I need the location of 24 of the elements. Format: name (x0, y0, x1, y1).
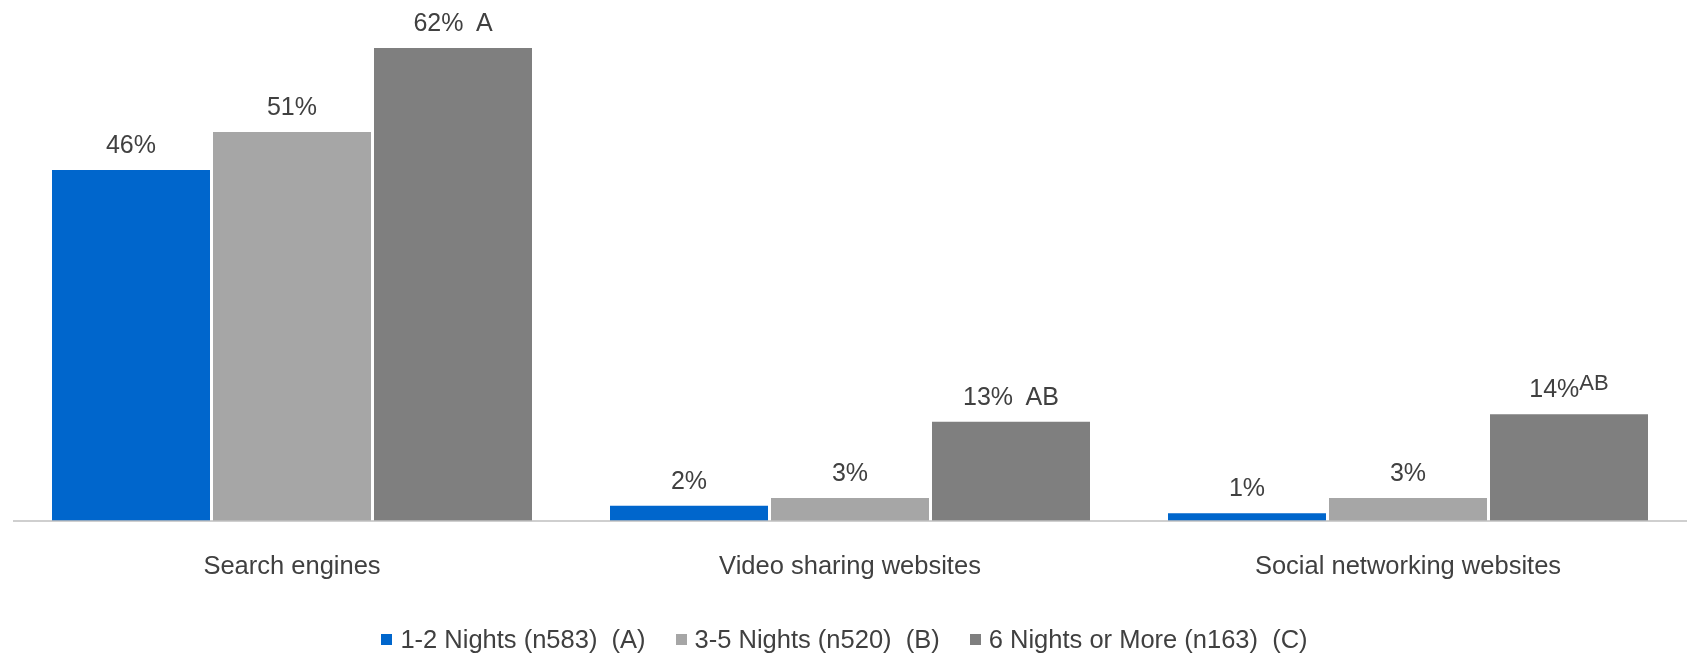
legend-label: 3-5 Nights (n520) (B) (694, 625, 940, 653)
data-label: 3% (1389, 458, 1427, 487)
data-label: 14%$^{AB}$ (1529, 370, 1609, 403)
data-label: 2% (670, 465, 708, 494)
bar (610, 505, 768, 521)
data-label: 1% (1228, 473, 1266, 502)
bar (1490, 414, 1648, 521)
bar (1329, 498, 1487, 521)
bar (52, 170, 210, 521)
bar (1168, 513, 1326, 521)
data-label: 3% (831, 458, 869, 487)
legend-label: 1-2 Nights (n583) (A) (400, 625, 646, 653)
bar (771, 498, 929, 521)
data-label: 51% (266, 91, 318, 120)
bar (213, 131, 371, 521)
x-tick-label: Video sharing websites (719, 551, 981, 580)
data-label: 62% A (413, 8, 493, 36)
data-label: 46% (105, 130, 157, 159)
data-label: 13% AB (963, 381, 1059, 410)
legend-label: 6 Nights or More (n163) (C) (988, 625, 1308, 653)
bar (374, 48, 532, 521)
bar (932, 421, 1090, 521)
x-tick-label: Search engines (203, 551, 381, 580)
x-tick-label: Social networking websites (1254, 551, 1562, 580)
